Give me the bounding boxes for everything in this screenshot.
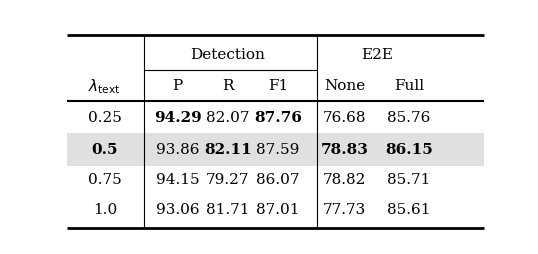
Text: 94.29: 94.29 — [154, 110, 202, 124]
Text: 77.73: 77.73 — [323, 203, 366, 217]
Text: 78.83: 78.83 — [321, 143, 369, 157]
FancyBboxPatch shape — [67, 133, 484, 166]
Text: 94.15: 94.15 — [156, 173, 200, 187]
Text: 0.25: 0.25 — [88, 110, 122, 124]
Text: 0.75: 0.75 — [88, 173, 122, 187]
Text: 82.07: 82.07 — [206, 110, 250, 124]
Text: None: None — [324, 79, 365, 93]
Text: 85.76: 85.76 — [387, 110, 431, 124]
Text: P: P — [173, 79, 183, 93]
Text: R: R — [222, 79, 233, 93]
Text: 79.27: 79.27 — [206, 173, 250, 187]
Text: Full: Full — [394, 79, 424, 93]
Text: Detection: Detection — [190, 48, 265, 62]
Text: 1.0: 1.0 — [93, 203, 117, 217]
Text: 78.82: 78.82 — [323, 173, 366, 187]
Text: 87.76: 87.76 — [254, 110, 302, 124]
Text: $\lambda_{\mathrm{text}}$: $\lambda_{\mathrm{text}}$ — [88, 77, 121, 96]
Text: 82.11: 82.11 — [204, 143, 252, 157]
Text: 85.61: 85.61 — [387, 203, 431, 217]
Text: 86.15: 86.15 — [385, 143, 433, 157]
Text: 76.68: 76.68 — [323, 110, 366, 124]
Text: F1: F1 — [268, 79, 288, 93]
Text: 0.5: 0.5 — [91, 143, 118, 157]
Text: 87.01: 87.01 — [256, 203, 300, 217]
Text: 93.06: 93.06 — [156, 203, 200, 217]
Text: 81.71: 81.71 — [206, 203, 250, 217]
Text: E2E: E2E — [361, 48, 393, 62]
Text: 87.59: 87.59 — [256, 143, 300, 157]
Text: 86.07: 86.07 — [256, 173, 300, 187]
Text: 85.71: 85.71 — [387, 173, 431, 187]
Text: 93.86: 93.86 — [156, 143, 200, 157]
